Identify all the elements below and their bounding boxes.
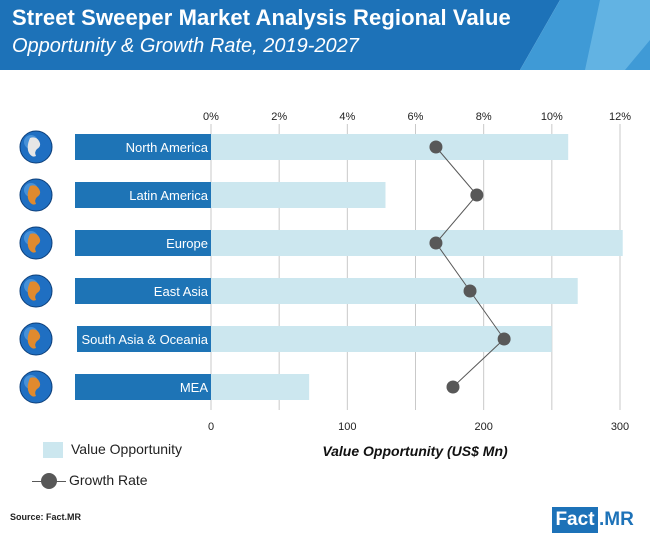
growth-rate-point xyxy=(429,140,443,154)
x-tick-label: 300 xyxy=(611,421,629,433)
globe-icon xyxy=(19,370,53,404)
page-subtitle: Opportunity & Growth Rate, 2019-2027 xyxy=(12,35,359,57)
growth-rate-point xyxy=(446,380,460,394)
source-note: Source: Fact.MR xyxy=(10,512,82,522)
category-label: MEA xyxy=(180,380,209,395)
globe-icon xyxy=(19,226,53,260)
growth-rate-line xyxy=(435,146,505,388)
top-tick-label: 2% xyxy=(271,111,287,123)
globe-icon xyxy=(19,178,53,212)
globe-land xyxy=(27,281,41,301)
legend-marker-icon xyxy=(32,473,66,490)
legend-value-opportunity: Value Opportunity xyxy=(43,441,182,459)
header-banner: Street Sweeper Market Analysis Regional … xyxy=(0,0,650,70)
growth-rate-point xyxy=(497,332,511,346)
globe-land xyxy=(27,377,41,397)
x-tick-label: 0 xyxy=(208,421,214,433)
globe-land xyxy=(27,185,41,205)
header-background xyxy=(0,0,650,70)
category-label-bar xyxy=(75,230,211,256)
value-bar xyxy=(211,278,578,304)
top-tick-label: 6% xyxy=(408,111,424,123)
growth-rate-point xyxy=(470,188,484,202)
legend-marker-label: Growth Rate xyxy=(69,472,148,488)
x-axis-label: Value Opportunity (US$ Mn) xyxy=(322,443,508,459)
regional-chart: 0% 2% 4% 6% 8% 10% 12% 0 100 200 300 Value Opportun… xyxy=(19,111,631,459)
category-label-bar xyxy=(75,374,211,400)
growth-rate-point xyxy=(429,236,443,250)
legend-swatch xyxy=(43,442,63,459)
category-label-bar xyxy=(75,182,211,208)
category-label: South Asia & Oceania xyxy=(82,332,209,347)
x-tick-label: 100 xyxy=(338,421,356,433)
legend-bar-label: Value Opportunity xyxy=(71,441,183,457)
value-bar xyxy=(211,374,310,400)
logo-box: Fact xyxy=(552,507,598,533)
category-label: Latin America xyxy=(129,188,209,203)
category-label: North America xyxy=(126,140,209,155)
value-bar xyxy=(211,230,623,256)
top-tick-label: 0% xyxy=(203,111,219,123)
top-tick-label: 10% xyxy=(541,111,563,123)
value-bar xyxy=(211,182,386,208)
growth-rate-point xyxy=(463,284,477,298)
factmr-logo[interactable]: Fact .MR xyxy=(552,507,644,533)
category-label: East Asia xyxy=(154,284,209,299)
globe-icon xyxy=(19,130,53,164)
top-tick-label: 12% xyxy=(609,111,631,123)
value-bar xyxy=(211,134,569,160)
top-tick-label: 8% xyxy=(476,111,492,123)
legend-growth-rate: Growth Rate xyxy=(32,472,148,490)
logo-suffix: .MR xyxy=(599,509,634,530)
globe-land xyxy=(27,233,41,253)
category-label-bar xyxy=(75,278,211,304)
globe-land xyxy=(27,137,41,157)
globe-icon xyxy=(19,322,53,356)
category-label: Europe xyxy=(166,236,208,251)
page-title: Street Sweeper Market Analysis Regional … xyxy=(12,5,511,30)
category-label-bar xyxy=(75,134,211,160)
category-label-bar xyxy=(77,326,211,352)
globe-icon xyxy=(19,274,53,308)
x-tick-label: 200 xyxy=(474,421,492,433)
globe-land xyxy=(27,329,41,349)
top-tick-label: 4% xyxy=(339,111,355,123)
